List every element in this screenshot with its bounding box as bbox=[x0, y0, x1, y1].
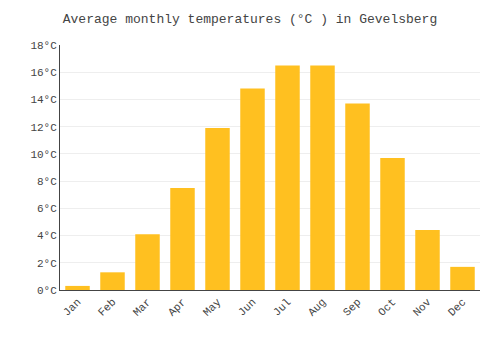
svg-text:Jun: Jun bbox=[236, 296, 258, 318]
svg-text:12°C: 12°C bbox=[30, 122, 57, 134]
svg-text:Jan: Jan bbox=[61, 296, 83, 318]
svg-text:Mar: Mar bbox=[131, 296, 153, 318]
svg-text:8°C: 8°C bbox=[37, 176, 57, 188]
svg-text:Feb: Feb bbox=[96, 296, 118, 318]
svg-text:14°C: 14°C bbox=[30, 94, 57, 106]
svg-text:Nov: Nov bbox=[411, 296, 434, 319]
svg-text:10°C: 10°C bbox=[30, 149, 57, 161]
svg-text:Apr: Apr bbox=[166, 296, 188, 318]
svg-text:Aug: Aug bbox=[306, 296, 328, 318]
svg-text:Sep: Sep bbox=[341, 296, 363, 318]
svg-text:6°C: 6°C bbox=[37, 203, 57, 215]
svg-text:Average monthly temperatures (: Average monthly temperatures (°C ) in Ge… bbox=[63, 12, 437, 27]
svg-text:18°C: 18°C bbox=[30, 40, 57, 52]
svg-text:4°C: 4°C bbox=[37, 230, 57, 242]
svg-text:Dec: Dec bbox=[446, 296, 468, 318]
svg-text:0°C: 0°C bbox=[37, 285, 57, 297]
svg-text:16°C: 16°C bbox=[30, 67, 57, 79]
svg-text:Oct: Oct bbox=[376, 296, 398, 318]
svg-text:Jul: Jul bbox=[271, 296, 293, 318]
svg-text:2°C: 2°C bbox=[37, 258, 57, 270]
svg-text:May: May bbox=[201, 296, 224, 319]
